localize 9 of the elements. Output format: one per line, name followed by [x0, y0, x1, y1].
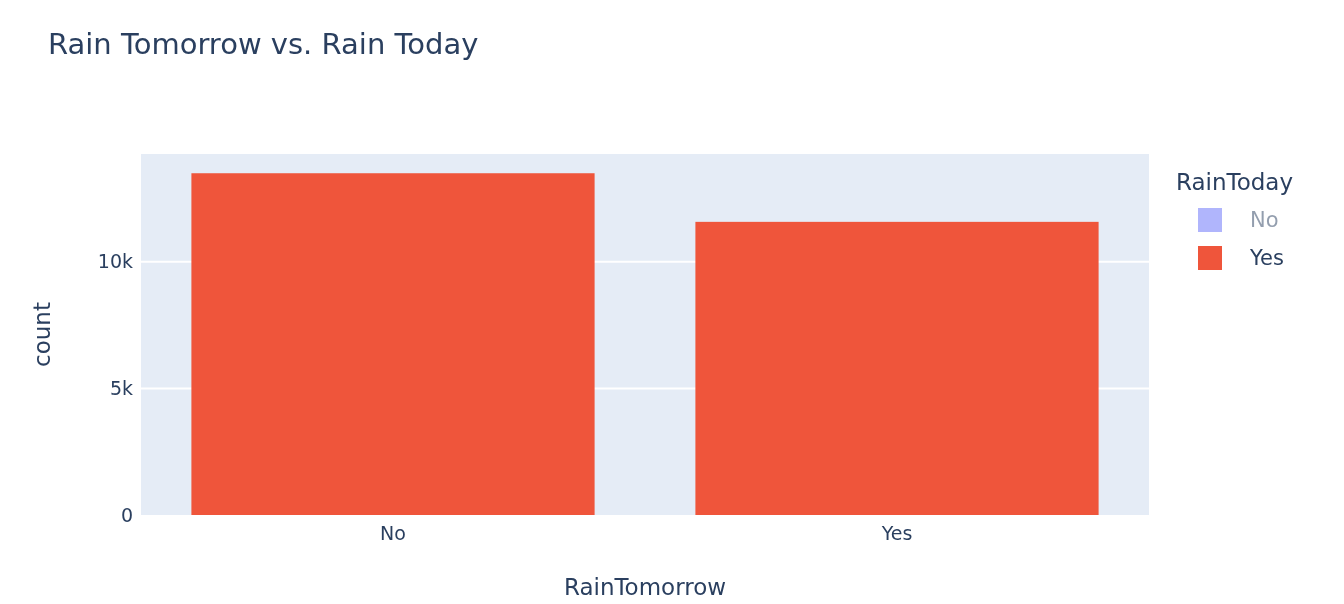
x-axis-title: RainTomorrow [563, 574, 727, 600]
legend-title: RainToday [1176, 169, 1294, 195]
legend-label: Yes [1249, 246, 1284, 271]
y-tick-label: 0 [120, 503, 133, 526]
legend-label: No [1250, 208, 1279, 233]
y-axis-title: count [29, 302, 55, 367]
y-tick-label: 5k [109, 377, 133, 400]
chart-title: Rain Tomorrow vs. Rain Today [48, 27, 479, 61]
y-tick-label: 10k [97, 250, 133, 273]
